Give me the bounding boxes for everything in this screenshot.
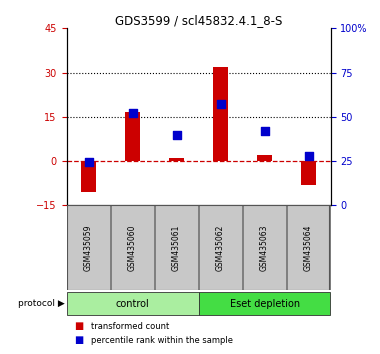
Text: GSM435059: GSM435059 (84, 224, 93, 271)
Bar (213, 67, 228, 161)
Bar (169, 158, 184, 161)
Text: GSM435061: GSM435061 (172, 224, 181, 271)
Text: GSM435062: GSM435062 (216, 224, 225, 271)
Bar (257, 155, 272, 161)
Bar (287, 205, 331, 290)
Point (217, 102, 223, 107)
Bar (301, 161, 316, 185)
Bar (66, 205, 110, 290)
Point (174, 132, 180, 137)
Text: protocol ▶: protocol ▶ (18, 299, 65, 308)
Bar (111, 205, 154, 290)
Bar (155, 205, 198, 290)
Text: Eset depletion: Eset depletion (230, 298, 300, 309)
Bar (199, 205, 242, 290)
Point (130, 110, 136, 116)
Text: ■: ■ (74, 321, 83, 331)
Title: GDS3599 / scl45832.4.1_8-S: GDS3599 / scl45832.4.1_8-S (115, 14, 282, 27)
Text: GSM435064: GSM435064 (304, 224, 313, 271)
Bar (243, 205, 287, 290)
Text: ■: ■ (74, 335, 83, 345)
Text: control: control (116, 298, 150, 309)
Bar (66, 292, 199, 315)
Bar (125, 113, 140, 161)
Text: GSM435063: GSM435063 (260, 224, 269, 271)
Point (306, 153, 312, 159)
Point (261, 128, 268, 134)
Text: GSM435060: GSM435060 (128, 224, 137, 271)
Text: percentile rank within the sample: percentile rank within the sample (91, 336, 233, 345)
Bar (81, 161, 96, 192)
Text: transformed count: transformed count (91, 322, 169, 331)
Bar (199, 292, 331, 315)
Point (86, 159, 92, 165)
